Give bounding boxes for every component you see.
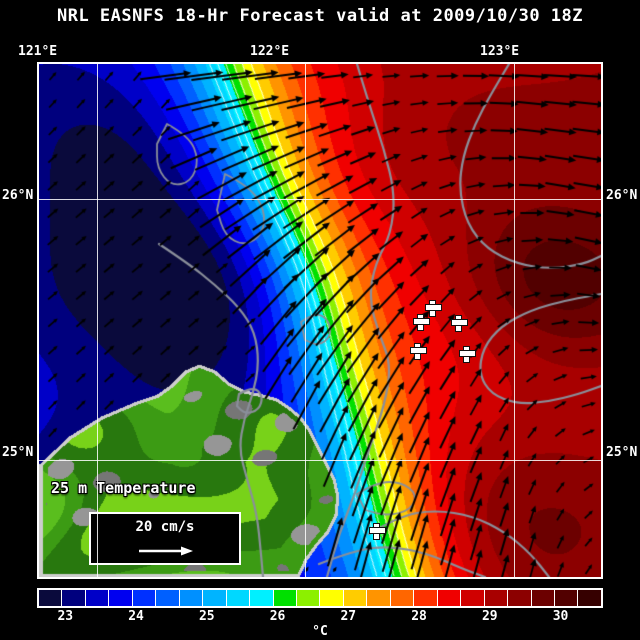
colorbar-swatch-22 [554, 590, 579, 606]
colorbar-swatch-8 [226, 590, 251, 606]
colorbar-swatch-6 [179, 590, 204, 606]
gridline-lon-121 [97, 64, 99, 577]
colorbar-swatch-0 [39, 590, 63, 606]
colorbar-swatch-13 [343, 590, 368, 606]
colorbar-swatch-14 [367, 590, 391, 606]
colorbar-swatch-17 [437, 590, 462, 606]
station-marker-1[interactable] [425, 300, 442, 317]
colorbar-tick-23: 23 [57, 609, 74, 624]
lat-label-left-1: 25°N [2, 445, 34, 460]
colorbar-swatch-1 [62, 590, 86, 606]
gridline-lon-123 [513, 64, 515, 577]
lat-label-right-0: 26°N [606, 188, 638, 203]
temperature-colorbar[interactable] [37, 588, 603, 608]
vector-scale-label: 20 cm/s [135, 519, 195, 535]
colorbar-tick-28: 28 [411, 609, 427, 624]
colorbar-swatch-15 [390, 590, 415, 606]
colorbar-tick-25: 25 [198, 609, 215, 624]
lat-label-left-0: 26°N [2, 188, 34, 203]
station-marker-3[interactable] [451, 315, 468, 332]
sst-current-field [39, 64, 601, 577]
lon-label-1: 122°E [250, 44, 290, 59]
colorbar-swatch-2 [85, 590, 110, 606]
gridline-lon-122 [305, 64, 307, 577]
lon-label-0: 121°E [18, 44, 58, 59]
colorbar-swatch-4 [132, 590, 157, 606]
lon-label-2: 123°E [480, 44, 520, 59]
colorbar-tick-24: 24 [128, 609, 144, 624]
right-arrow-icon [139, 546, 193, 556]
colorbar-swatch-12 [320, 590, 344, 606]
colorbar-unit-label: °C [312, 624, 328, 639]
colorbar-swatch-18 [461, 590, 485, 606]
station-marker-2[interactable] [413, 314, 430, 331]
colorbar-swatch-16 [414, 590, 438, 606]
colorbar-swatch-23 [578, 590, 601, 606]
page-title: NRL EASNFS 18-Hr Forecast valid at 2009/… [56, 6, 583, 26]
colorbar-swatch-5 [156, 590, 180, 606]
colorbar-swatch-7 [203, 590, 227, 606]
colorbar-tick-30: 30 [552, 609, 569, 624]
colorbar-swatch-10 [273, 590, 297, 606]
colorbar-swatch-19 [484, 590, 509, 606]
field-label: 25 m Temperature [51, 479, 196, 497]
lat-label-right-1: 25°N [606, 445, 638, 460]
colorbar-swatch-21 [531, 590, 555, 606]
station-marker-5[interactable] [459, 346, 476, 363]
colorbar-swatch-9 [250, 590, 274, 606]
map-plot-area[interactable]: 25 m Temperature 20 cm/s [37, 62, 603, 579]
gridline-lat-25 [39, 459, 601, 461]
gridline-lat-26 [39, 199, 601, 201]
colorbar-tick-27: 27 [340, 609, 357, 624]
colorbar-swatch-20 [508, 590, 532, 606]
station-marker-6[interactable] [369, 523, 386, 540]
colorbar-tick-29: 29 [481, 609, 498, 624]
colorbar-swatch-3 [109, 590, 133, 606]
colorbar-swatch-11 [296, 590, 321, 606]
station-marker-4[interactable] [410, 343, 427, 360]
vector-scale-legend: 20 cm/s [89, 512, 241, 565]
colorbar-tick-26: 26 [269, 609, 286, 624]
